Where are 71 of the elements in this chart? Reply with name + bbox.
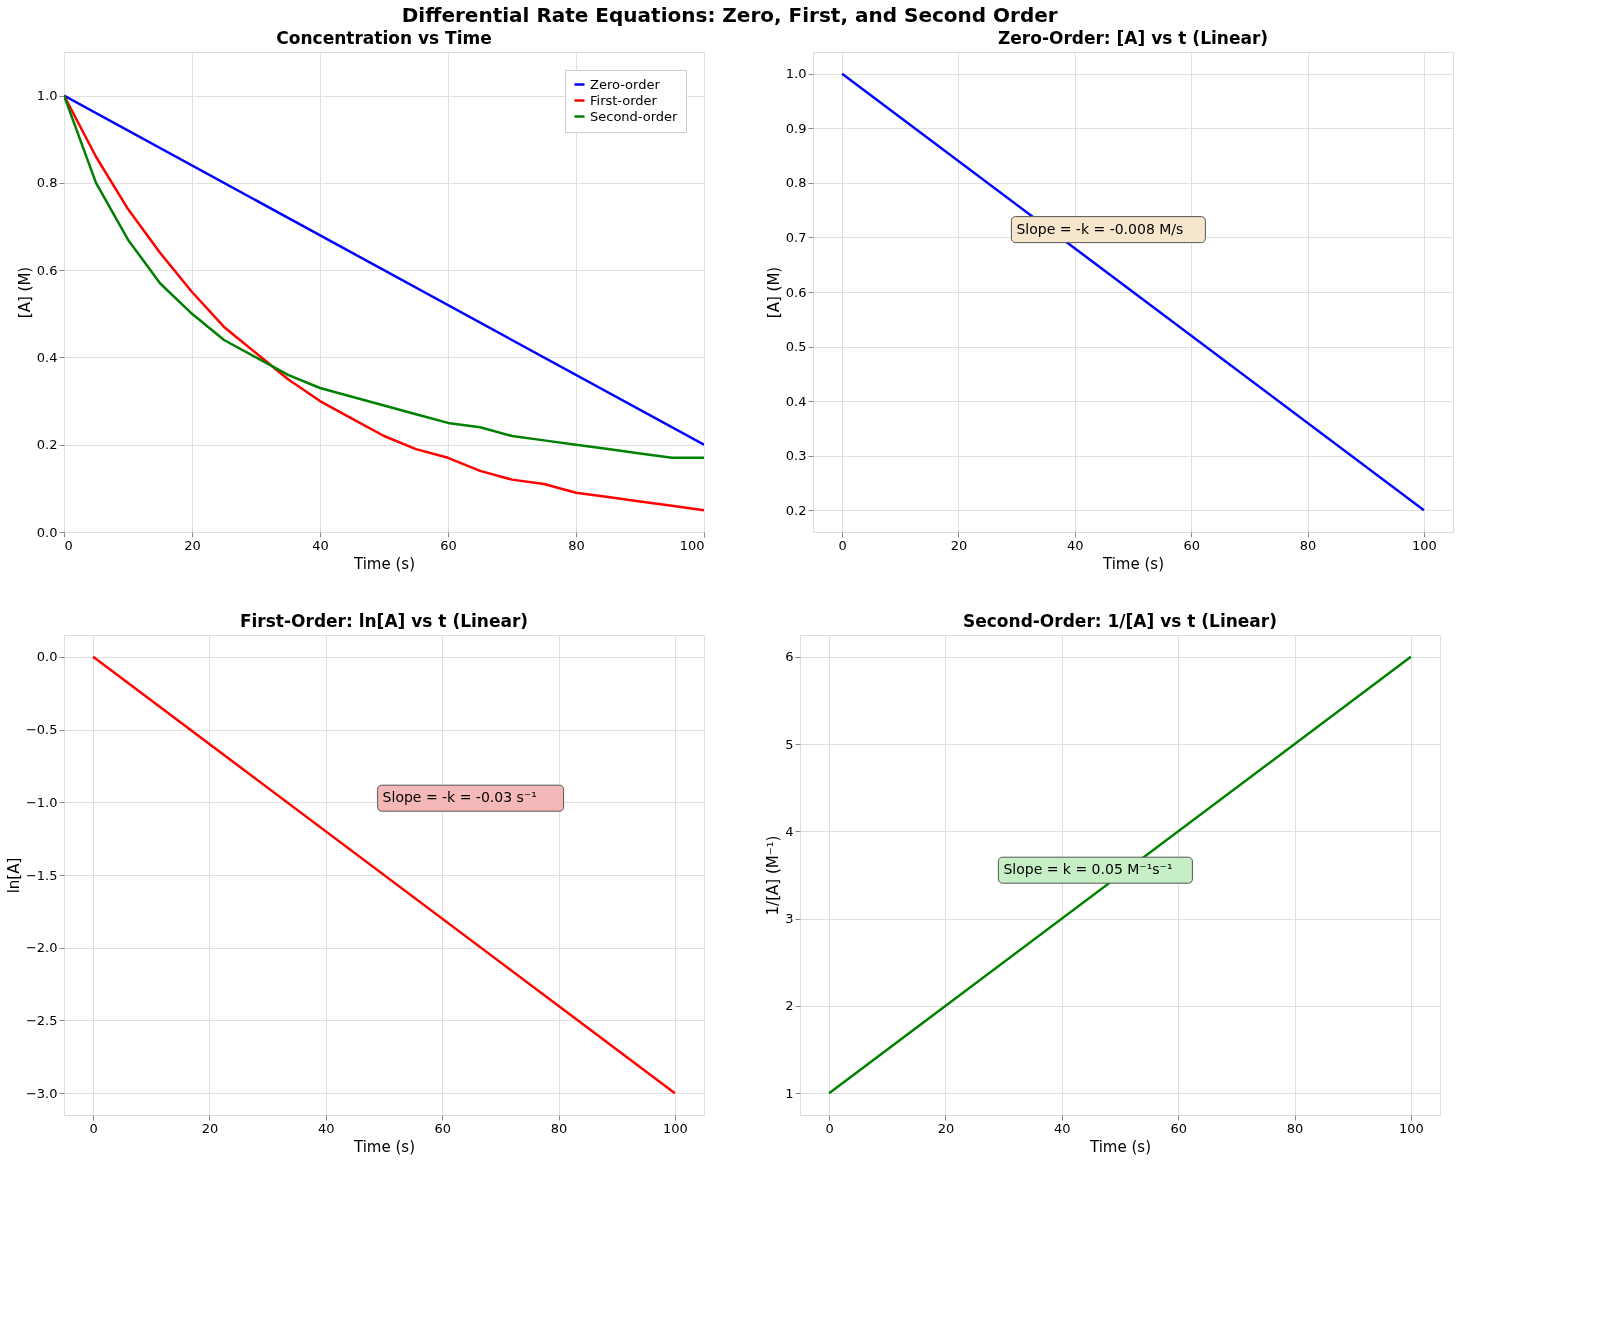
y-tick-label: 3 <box>785 911 794 927</box>
x-tick-label: 60 <box>1183 537 1200 553</box>
x-tick-label: 0 <box>825 1120 834 1136</box>
x-tick-label: 80 <box>1286 1120 1304 1136</box>
y-tick-label: −1.0 <box>25 794 58 810</box>
x-tick-label: 40 <box>1054 1120 1071 1136</box>
y-tick-label: 0.0 <box>36 524 58 540</box>
x-tick-label: 40 <box>1067 537 1084 553</box>
chart-title: Second-Order: 1/[A] vs t (Linear) <box>963 611 1277 631</box>
y-tick-label: 0.6 <box>785 284 807 300</box>
y-tick-label: 6 <box>785 649 794 665</box>
x-axis-title: Time (s) <box>353 1137 415 1156</box>
y-tick-label: 0.0 <box>36 649 58 665</box>
y-tick-label: 2 <box>785 998 794 1014</box>
y-tick-label: 0.9 <box>785 120 807 136</box>
chart-title: Zero-Order: [A] vs t (Linear) <box>997 28 1269 48</box>
x-tick-label: 60 <box>434 1120 451 1136</box>
y-tick-label: −2.5 <box>25 1012 58 1028</box>
annotation: Slope = k = 0.05 M⁻¹s⁻¹ <box>1003 861 1173 878</box>
annotation: Slope = -k = -0.03 s⁻¹ <box>382 789 537 806</box>
y-tick-label: 0.6 <box>36 262 58 278</box>
x-axis-title: Time (s) <box>1102 554 1164 573</box>
y-tick-label: 0.7 <box>785 229 807 245</box>
y-axis-title: [A] (M) <box>15 266 34 319</box>
y-axis-title: [A] (M) <box>764 266 783 319</box>
y-tick-label: 1 <box>785 1085 794 1101</box>
x-tick-label: 80 <box>550 1120 568 1136</box>
y-tick-label: 0.4 <box>785 393 807 409</box>
text: Differential Rate Equations: Zero, First, and Second Order <box>401 2 1058 27</box>
y-tick-label: 0.4 <box>36 349 58 365</box>
y-tick-label: −2.0 <box>25 940 58 956</box>
x-tick-label: 20 <box>184 537 201 553</box>
annotation: Slope = -k = -0.008 M/s <box>1016 220 1184 237</box>
y-tick-label: 5 <box>785 736 794 752</box>
y-tick-label: 4 <box>785 823 794 839</box>
y-tick-label: −3.0 <box>25 1085 58 1101</box>
chart-title: Concentration vs Time <box>276 28 492 48</box>
legend-label: Second-order <box>590 108 679 124</box>
y-tick-label: 0.2 <box>36 437 58 453</box>
x-tick-label: 60 <box>1170 1120 1187 1136</box>
x-tick-label: 80 <box>1299 537 1317 553</box>
x-tick-label: 100 <box>1412 537 1437 553</box>
y-tick-label: 0.8 <box>785 175 807 191</box>
x-tick-label: 60 <box>440 537 457 553</box>
x-tick-label: 100 <box>663 1120 688 1136</box>
y-tick-label: 0.5 <box>785 339 807 355</box>
y-tick-label: 0.2 <box>785 502 807 518</box>
legend-label: Zero-order <box>590 76 661 92</box>
x-tick-label: 20 <box>937 1120 955 1136</box>
legend-label: First-order <box>590 92 658 108</box>
x-tick-label: 0 <box>64 537 73 553</box>
x-tick-label: 80 <box>568 537 585 553</box>
y-tick-label: 1.0 <box>785 66 807 82</box>
x-tick-label: 100 <box>679 537 705 553</box>
y-tick-label: 0.3 <box>785 448 807 464</box>
x-tick-label: 100 <box>1399 1120 1424 1136</box>
y-tick-label: 1.0 <box>36 88 58 104</box>
y-tick-label: 0.8 <box>36 175 58 191</box>
x-tick-label: 0 <box>89 1120 98 1136</box>
x-tick-label: 40 <box>318 1120 335 1136</box>
x-tick-label: 0 <box>838 537 847 553</box>
y-tick-label: −0.5 <box>25 722 58 738</box>
y-axis-title: ln[A] <box>4 857 23 894</box>
y-tick-label: −1.5 <box>25 867 58 883</box>
chart-title: First-Order: ln[A] vs t (Linear) <box>239 611 529 631</box>
x-tick-label: 20 <box>201 1120 219 1136</box>
x-axis-title: Time (s) <box>1089 1137 1151 1156</box>
x-tick-label: 40 <box>312 537 329 553</box>
x-tick-label: 20 <box>950 537 968 553</box>
x-axis-title: Time (s) <box>353 554 415 573</box>
y-axis-title: 1/[A] (M⁻¹) <box>764 835 783 916</box>
